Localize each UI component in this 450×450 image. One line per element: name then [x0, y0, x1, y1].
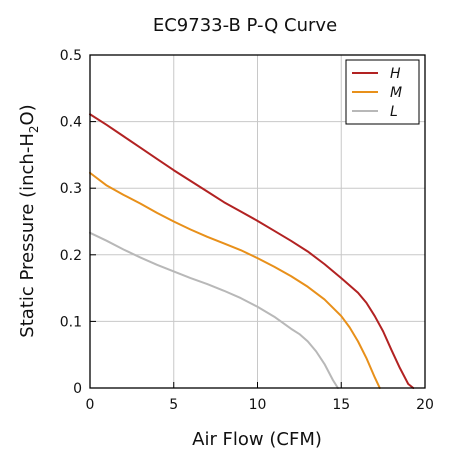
y-axis-label-subscript: 2	[27, 126, 41, 134]
y-tick-label: 0.5	[60, 48, 82, 64]
y-tick-label: 0.4	[60, 115, 82, 131]
x-tick-label: 20	[416, 397, 434, 413]
chart-title: EC9733-B P-Q Curve	[153, 15, 337, 36]
y-tick-label: 0.3	[60, 181, 82, 197]
x-tick-label: 10	[249, 397, 267, 413]
legend-items: HML	[352, 66, 402, 120]
grid	[90, 55, 425, 388]
y-axis-label-suffix: O)	[17, 104, 38, 125]
y-tick-label: 0.2	[60, 248, 82, 264]
legend: HML	[345, 59, 420, 125]
x-axis-label: Air Flow (CFM)	[192, 429, 322, 450]
y-tick-label: 0.1	[60, 314, 82, 330]
y-tick-label: 0	[73, 381, 82, 397]
series-line-m	[89, 171, 381, 389]
x-tick-label: 0	[86, 397, 95, 413]
legend-label-h: H	[390, 66, 401, 82]
x-axis-ticks: 0 5 10 15 20	[86, 382, 434, 413]
legend-label-m: M	[390, 85, 402, 101]
y-axis-ticks: 0 0.1 0.2 0.3 0.4 0.5	[60, 48, 96, 397]
series-lines	[89, 113, 415, 389]
y-axis-label: Static Pressure (inch-H2O)	[17, 104, 41, 337]
series-line-h	[89, 113, 415, 389]
legend-label-l: L	[390, 104, 398, 120]
y-axis-label-main: Static Pressure (inch-H	[17, 133, 38, 338]
x-tick-label: 5	[169, 397, 178, 413]
series-line-l	[89, 231, 339, 389]
x-tick-label: 15	[332, 397, 350, 413]
